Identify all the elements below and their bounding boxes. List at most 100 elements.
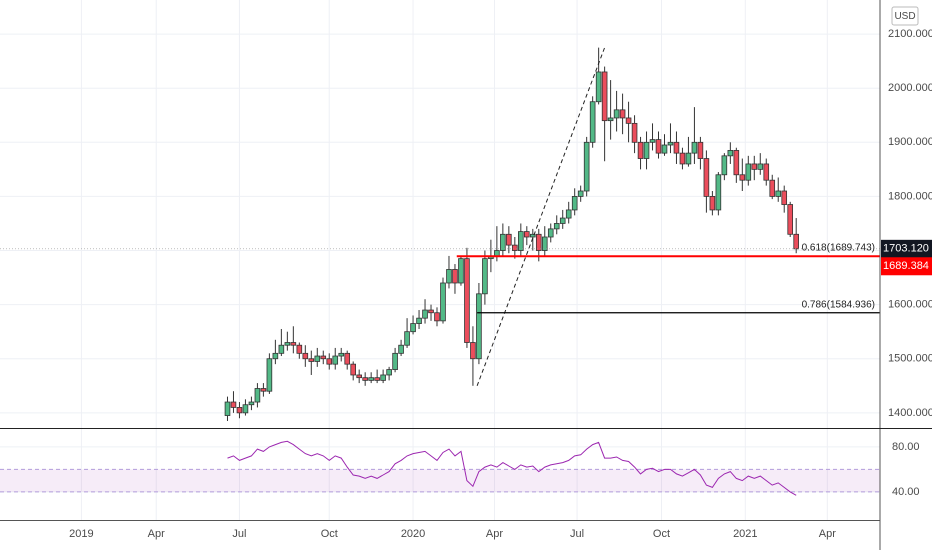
candle-body: [410, 323, 416, 333]
candle-body: [506, 233, 512, 246]
x-tick-label: Apr: [819, 528, 836, 540]
candle-body: [535, 233, 542, 251]
candle-body: [613, 109, 620, 119]
candle-body: [524, 231, 530, 238]
fib-label: 0.786(1584.936): [802, 299, 875, 310]
candle-body: [601, 71, 608, 122]
candle-body: [739, 174, 746, 181]
y-tick-label: 1500.000: [888, 353, 932, 365]
candle-body: [266, 358, 273, 392]
candle-body: [434, 312, 440, 322]
candle-body: [236, 407, 243, 414]
candle-body: [751, 163, 758, 170]
x-tick-label: Apr: [148, 528, 165, 540]
candle-body: [703, 158, 710, 197]
candle-body: [446, 269, 452, 284]
currency: USD: [894, 11, 915, 22]
candle-body: [529, 233, 536, 238]
candle-body: [332, 355, 339, 365]
candle-body: [302, 352, 309, 360]
candle-body: [224, 401, 231, 416]
candle-body: [673, 141, 680, 154]
candle-body: [661, 144, 668, 154]
fib-label: 0.618(1689.743): [802, 243, 875, 254]
y-tick-label: 1800.000: [888, 190, 932, 202]
candle-body: [787, 204, 794, 235]
candle-body: [547, 228, 554, 238]
candle-body: [763, 163, 770, 181]
candle-body: [607, 117, 614, 122]
level-price-box: [881, 257, 932, 276]
candle-body: [314, 355, 321, 362]
x-tick-label: Oct: [321, 528, 338, 540]
candle-body: [380, 374, 386, 381]
last-price-box: [881, 239, 932, 258]
candle-body: [308, 358, 315, 362]
candle-body: [392, 352, 398, 370]
x-tick-label: 2021: [733, 528, 757, 540]
candle-body: [512, 244, 518, 251]
candle-body: [344, 352, 351, 365]
x-tick-label: Jul: [232, 528, 246, 540]
candle-body: [452, 269, 458, 284]
y-tick-label: 2000.000: [888, 82, 932, 94]
candle-body: [350, 363, 356, 376]
candle-body: [476, 293, 482, 360]
candle-body: [374, 377, 380, 381]
candle-body: [356, 374, 362, 379]
x-tick-label: 2020: [401, 528, 425, 540]
candle-body: [577, 190, 584, 197]
candle-body: [458, 258, 464, 284]
candle-body: [769, 179, 776, 197]
candle-body: [422, 309, 428, 319]
candle-body: [691, 141, 698, 154]
candle-body: [715, 174, 722, 211]
x-tick-label: Oct: [653, 528, 670, 540]
y-tick-label: 1400.000: [888, 407, 932, 419]
candle-body: [338, 352, 345, 357]
candle-body: [500, 233, 506, 251]
currency-box: [891, 6, 919, 26]
candle-body: [781, 190, 788, 205]
candle-body: [518, 231, 524, 251]
candle-body: [416, 317, 422, 324]
candle-body: [398, 344, 404, 354]
trend-line: [476, 47, 606, 386]
candle-body: [595, 71, 602, 103]
candle-body: [775, 190, 782, 197]
candle-body: [482, 258, 488, 295]
x-tick-label: Jul: [570, 528, 584, 540]
candle-body: [757, 163, 764, 170]
y-tick-label: 2100.000: [888, 28, 932, 40]
rsi-band: [0, 469, 880, 492]
candle-body: [386, 369, 392, 376]
candle-body: [248, 401, 255, 406]
candle-body: [326, 358, 333, 365]
candle-body: [464, 258, 470, 343]
candle-body: [649, 139, 656, 143]
candle-body: [631, 122, 638, 143]
rsi-line: [227, 440, 797, 496]
grid: [0, 0, 880, 520]
candle-body: [643, 141, 650, 159]
candle-body: [727, 150, 734, 157]
x-tick-label: 2019: [69, 528, 93, 540]
candle-body: [619, 109, 626, 119]
candle-body: [655, 139, 662, 154]
candle-body: [254, 388, 261, 403]
candle-body: [637, 141, 644, 159]
candle-body: [685, 152, 692, 165]
candle-body: [296, 344, 303, 354]
candle-body: [745, 163, 752, 181]
marks: [0, 47, 880, 496]
candle-body: [290, 342, 297, 346]
y-tick-label: 1900.000: [888, 136, 932, 148]
candle-body: [697, 141, 704, 159]
rsi-tick-label: 80.00: [892, 441, 920, 453]
candle-body: [440, 282, 446, 322]
level-price-label: 1689.384: [883, 260, 929, 272]
candle-body: [362, 377, 368, 381]
candle-body: [721, 155, 728, 176]
candle-body: [583, 141, 590, 192]
